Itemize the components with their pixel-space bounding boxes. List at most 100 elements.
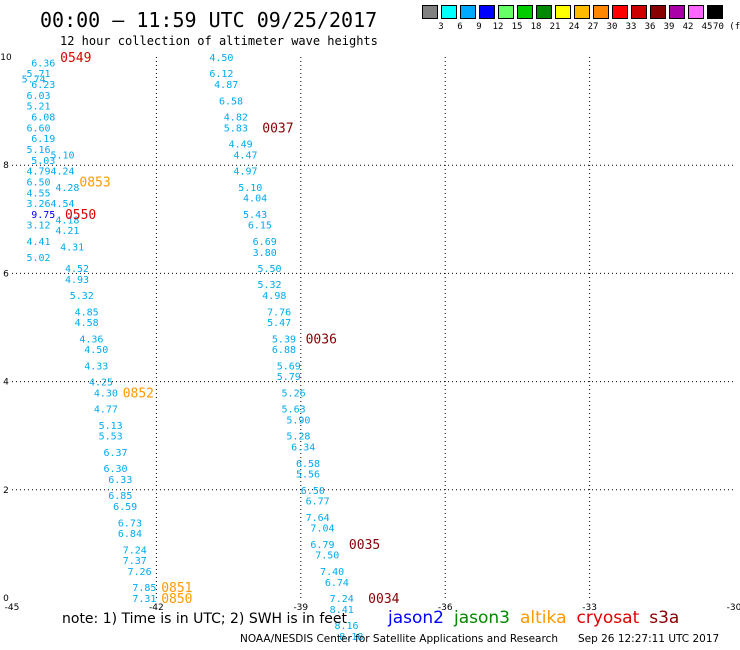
legend-tick-label: 45 <box>701 22 713 32</box>
time-label: 0034 <box>368 592 399 607</box>
legend-color-box <box>612 5 628 19</box>
data-point-label: 5.21 <box>26 102 50 113</box>
data-point-label: 5.28 <box>286 432 310 443</box>
data-point-label: 4.25 <box>89 378 113 389</box>
legend-tick-label: 24 <box>568 22 580 32</box>
legend-color-box <box>688 5 704 19</box>
data-point-label: 6.88 <box>272 345 296 356</box>
time-label: 0853 <box>79 175 110 190</box>
legend-tick-label: 15 <box>511 22 523 32</box>
data-point-label: 3.12 <box>26 221 50 232</box>
data-point-label: 4.85 <box>75 307 99 318</box>
data-point-label: 6.33 <box>108 475 132 486</box>
data-point-label: 4.98 <box>262 291 286 302</box>
data-point-label: 6.77 <box>306 497 330 508</box>
legend-tick-label: 3 <box>438 22 444 32</box>
data-point-label: 5.50 <box>257 264 281 275</box>
footer-text: NOAA/NESDIS Center for Satellite Applica… <box>240 633 558 645</box>
data-point-label: 4.47 <box>233 150 257 161</box>
data-point-label: 7.24 <box>330 594 354 605</box>
y-tick-label: 4 <box>3 378 9 388</box>
legend-color-box <box>555 5 571 19</box>
y-tick-label: 8 <box>3 161 9 171</box>
data-point-label: 5.16 <box>26 145 50 156</box>
legend-color-box <box>422 5 438 19</box>
data-point-label: 4.87 <box>214 80 238 91</box>
data-point-label: 5.71 <box>26 69 50 80</box>
data-point-label: 4.52 <box>65 264 89 275</box>
data-point-label: 6.15 <box>248 221 272 232</box>
data-point-label: 7.26 <box>128 567 152 578</box>
data-point-label: 5.13 <box>99 421 123 432</box>
legend-tick-label: 33 <box>625 22 637 32</box>
data-point-label: 5.53 <box>99 432 123 443</box>
data-point-label: 6.58 <box>219 96 243 107</box>
data-point-label: 8.16 <box>334 621 358 632</box>
data-point-label: 6.73 <box>118 518 142 529</box>
satellite-legend-s3a: s3a <box>649 608 680 628</box>
satellite-legend: jason2 jason3 altika cryosat s3a <box>388 608 689 628</box>
legend-color-box <box>517 5 533 19</box>
data-point-label: 5.63 <box>282 405 306 416</box>
data-point-label: 3.26 <box>26 199 50 210</box>
satellite-legend-cryosat: cryosat <box>576 608 640 628</box>
data-point-label: 4.36 <box>79 334 103 345</box>
data-point-label: 6.50 <box>301 486 325 497</box>
data-point-label: 5.83 <box>224 123 248 134</box>
chart-subtitle: 12 hour collection of altimeter wave hei… <box>60 34 378 48</box>
data-point-label: 6.50 <box>26 177 50 188</box>
data-point-label: 7.24 <box>123 545 147 556</box>
data-point-label: 6.19 <box>31 134 55 145</box>
data-point-label: 6.12 <box>209 69 233 80</box>
legend-tick-label: 21 <box>549 22 561 32</box>
data-point-label: 6.84 <box>118 529 142 540</box>
legend-tick-label: 18 <box>530 22 542 32</box>
data-point-label: 7.04 <box>310 524 334 535</box>
data-point-label: 5.02 <box>26 253 50 264</box>
data-point-label: 8.41 <box>330 605 354 616</box>
data-point-label: 4.49 <box>229 140 253 151</box>
data-point-label: 4.28 <box>55 183 79 194</box>
legend-tick-label: 39 <box>663 22 675 32</box>
legend-color-box <box>498 5 514 19</box>
data-point-label: 4.55 <box>26 188 50 199</box>
data-point-label: 4.58 <box>75 318 99 329</box>
time-label: 0036 <box>306 332 337 347</box>
data-point-label: 8.18 <box>339 632 363 643</box>
data-point-label: 5.90 <box>286 415 310 426</box>
data-point-label: 5.32 <box>70 291 94 302</box>
note-text: note: 1) Time is in UTC; 2) SWH is in fe… <box>62 611 348 627</box>
data-point-label: 4.54 <box>51 199 75 210</box>
data-point-label: 4.04 <box>243 194 267 205</box>
legend-color-box <box>574 5 590 19</box>
x-tick-label: -33 <box>582 603 597 613</box>
time-label: 0851 <box>161 581 192 596</box>
satellite-legend-altika: altika <box>520 608 567 628</box>
data-point-label: 4.93 <box>65 275 89 286</box>
data-point-label: 5.56 <box>296 470 320 481</box>
data-point-label: 7.76 <box>267 307 291 318</box>
legend-tick-label: 42 <box>682 22 694 32</box>
data-point-label: 6.36 <box>31 58 55 69</box>
data-point-label: 6.03 <box>26 91 50 102</box>
data-point-label: 6.58 <box>296 459 320 470</box>
data-point-label: 4.97 <box>233 167 257 178</box>
data-point-label: 5.69 <box>277 361 301 372</box>
data-point-label: 5.39 <box>272 334 296 345</box>
time-label: 0037 <box>262 121 293 136</box>
x-tick-label: -39 <box>293 603 308 613</box>
y-tick-label: 10 <box>0 53 12 63</box>
legend-tick-label: 6 <box>457 22 463 32</box>
data-point-label: 5.74 <box>22 75 46 86</box>
legend-color-box <box>631 5 647 19</box>
legend-color-box <box>441 5 457 19</box>
data-point-label: 4.18 <box>55 215 79 226</box>
data-point-label: 5.32 <box>257 280 281 291</box>
time-label: 0549 <box>60 51 91 66</box>
x-tick-label: -45 <box>5 603 20 613</box>
data-point-label: 4.50 <box>209 53 233 64</box>
data-point-label: 6.59 <box>113 502 137 513</box>
data-point-label: 6.23 <box>31 80 55 91</box>
data-point-label: 6.30 <box>103 464 127 475</box>
